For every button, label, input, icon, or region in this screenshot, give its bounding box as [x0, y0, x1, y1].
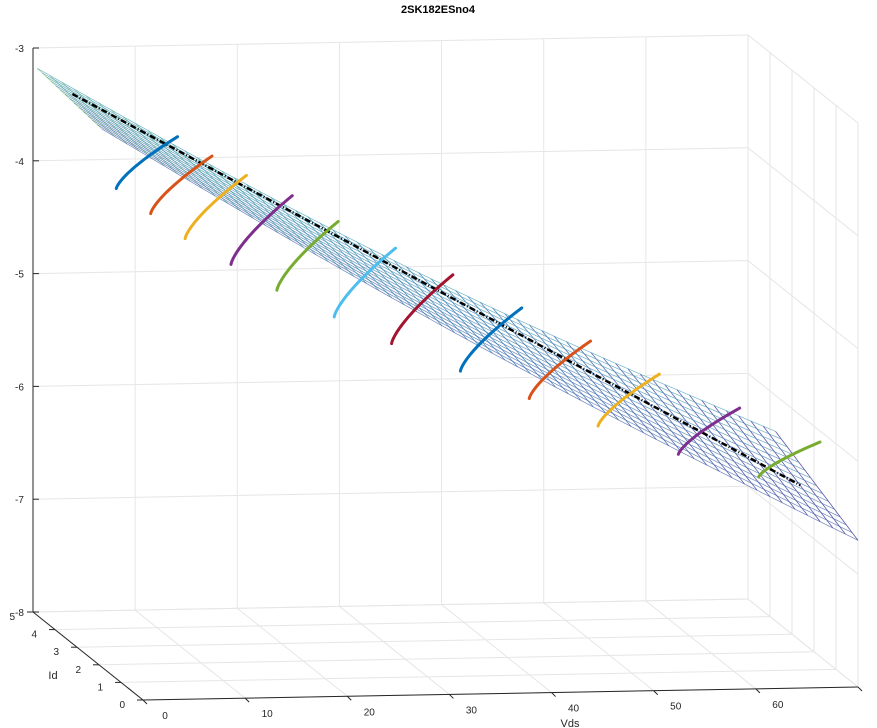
grid-line — [32, 485, 749, 500]
z-tick-label: -8 — [15, 608, 24, 619]
grid-line — [747, 373, 859, 462]
y-axis-label: Id — [48, 670, 57, 682]
y-tick-label: 0 — [119, 700, 125, 711]
mesh-line — [37, 68, 776, 432]
grid-line — [441, 604, 552, 693]
surface-mesh — [37, 68, 859, 541]
grid-line — [747, 598, 859, 688]
y-tick-label: 5 — [9, 612, 15, 623]
fit-line-segment — [71, 92, 801, 487]
z-tick-label: -4 — [15, 157, 24, 168]
chart-title: 2SK182ESno4 — [401, 4, 476, 16]
x-tick-label: 30 — [466, 705, 478, 716]
tick-labels: 01020304050607012345-3-4-5-6-7-8 — [9, 44, 784, 722]
grid-line — [236, 607, 348, 697]
grid-line — [32, 372, 749, 387]
x-axis-line — [142, 686, 859, 701]
data-curve — [149, 154, 214, 216]
grid-line — [32, 598, 749, 613]
grid-line — [543, 602, 655, 692]
x-tick — [449, 694, 454, 699]
x-tick — [142, 699, 148, 705]
x-tick-label: 40 — [568, 704, 580, 715]
grid-line — [339, 606, 450, 695]
grid-line — [32, 34, 749, 49]
x-tick — [346, 695, 352, 701]
x-tick — [755, 688, 761, 694]
mesh-line — [41, 72, 782, 440]
y-tick-label: 4 — [31, 630, 37, 641]
mesh-line — [101, 128, 859, 541]
z-tick-label: -7 — [15, 495, 24, 506]
x-axis-label: Vds — [561, 718, 580, 728]
x-tick-label: 60 — [772, 700, 784, 711]
grid-line — [98, 651, 815, 666]
y-tick-label: 2 — [75, 665, 81, 676]
mesh-line — [92, 119, 847, 526]
grid-line — [747, 147, 859, 237]
data-curve — [332, 246, 398, 319]
grid-line — [120, 668, 837, 683]
grid-lines — [32, 34, 859, 701]
mesh-line — [60, 89, 806, 471]
data-curve — [275, 219, 340, 292]
grid-line — [747, 485, 859, 575]
grid-line — [76, 633, 793, 648]
grid-line — [747, 260, 859, 349]
grid-line — [54, 616, 771, 631]
mesh-line — [78, 106, 829, 502]
data-curve — [229, 194, 294, 266]
x-tick — [551, 692, 556, 697]
z-tick-label: -3 — [15, 44, 24, 55]
data-curve — [676, 406, 742, 456]
axes — [27, 47, 863, 705]
mesh-line — [83, 111, 835, 510]
x-tick — [653, 690, 659, 696]
data-curve — [596, 372, 661, 428]
data-curves — [114, 135, 822, 479]
data-curve — [183, 173, 248, 241]
grid-line — [645, 600, 757, 690]
x-tick — [244, 697, 250, 703]
z-tick-label: -6 — [15, 382, 24, 393]
x-tick-label: 50 — [670, 702, 682, 713]
grid-line — [747, 34, 859, 124]
mesh-line — [55, 85, 800, 463]
data-curve — [527, 339, 593, 401]
mesh-line — [64, 94, 812, 479]
data-curve — [757, 440, 822, 479]
data-curve — [114, 135, 180, 191]
grid-line — [134, 609, 246, 699]
x-tick-label: 10 — [262, 709, 274, 720]
y-axis-line — [32, 611, 144, 701]
y-tick-label: 3 — [53, 647, 59, 658]
grid-line — [32, 260, 749, 275]
mesh-line — [87, 115, 841, 518]
mesh-line — [50, 81, 794, 456]
fit-line — [71, 92, 801, 487]
y-tick-label: 1 — [97, 682, 103, 693]
x-tick-label: 0 — [162, 711, 168, 722]
mesh-line — [96, 124, 853, 533]
x-tick-label: 20 — [364, 707, 376, 718]
data-curve — [458, 306, 524, 373]
data-curve — [390, 273, 455, 346]
x-tick — [857, 686, 863, 692]
z-tick-label: -5 — [15, 270, 24, 281]
